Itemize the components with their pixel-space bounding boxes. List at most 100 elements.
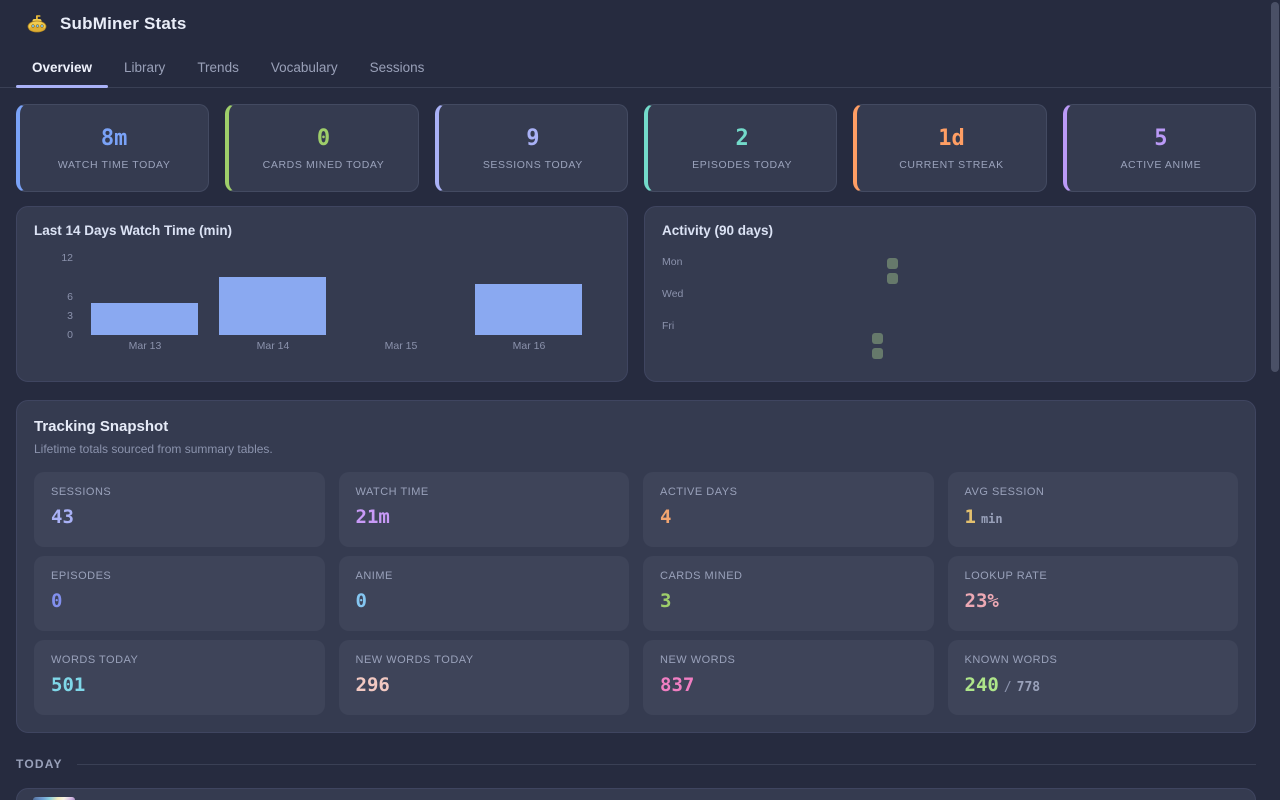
bar-chart-x-axis: Mar 13 Mar 14 Mar 15 Mar 16 — [81, 340, 593, 352]
tile-label: KNOWN WORDS — [964, 654, 1058, 666]
today-divider — [76, 763, 1256, 765]
y-axis-tick: 12 — [61, 252, 73, 264]
tracking-tile-new-words-today: NEW WORDS TODAY 296 — [338, 640, 629, 715]
stat-card-cards-mined-today: 0 CARDS MINED TODAY — [225, 104, 419, 192]
vertical-scrollbar-thumb[interactable] — [1271, 2, 1279, 372]
heatmap-day-label: Fri — [662, 320, 675, 332]
stat-card-label: SESSIONS TODAY — [482, 158, 583, 171]
y-axis-tick: 6 — [67, 290, 73, 303]
tile-value-number: 837 — [660, 674, 695, 696]
tile-value-total: 778 — [1016, 680, 1041, 695]
tracking-tile-avg-session: AVG SESSION 1 min — [947, 472, 1238, 547]
x-axis-label: Mar 14 — [256, 340, 290, 352]
today-session-card[interactable] — [16, 788, 1256, 800]
tab-bar: Overview Library Trends Vocabulary Sessions — [0, 50, 1280, 88]
tile-label: ACTIVE DAYS — [660, 486, 738, 498]
stat-card-label: ACTIVE ANIME — [1120, 158, 1202, 171]
tile-value-number: 501 — [51, 674, 86, 696]
tile-value: 240 / 778 — [965, 674, 1222, 696]
heatmap-active-cell — [887, 258, 898, 269]
tab-vocabulary[interactable]: Vocabulary — [270, 60, 338, 75]
tile-value: 837 — [660, 674, 917, 696]
tracking-tiles-grid: SESSIONS 43 WATCH TIME 21m ACTIVE DAYS 4 AVG S… — [34, 472, 1238, 715]
tile-label: NEW WORDS TODAY — [355, 654, 474, 666]
heatmap-day-label: Wed — [662, 288, 684, 300]
bar-chart: 0 3 6 12 — [61, 252, 593, 341]
charts-row: Last 14 Days Watch Time (min) 0 3 6 12 Mar … — [16, 206, 1256, 382]
heatmap-active-cell — [872, 333, 883, 344]
tile-label: EPISODES — [51, 570, 112, 582]
stat-card-current-streak: 1d CURRENT STREAK — [853, 104, 1047, 192]
tracking-tile-active-days: ACTIVE DAYS 4 — [643, 472, 934, 547]
tracking-snapshot-subtitle: Lifetime totals sourced from summary tab… — [34, 442, 273, 456]
stat-card-value: 0 — [316, 125, 331, 151]
tile-value-separator: / — [1003, 680, 1012, 695]
tile-label: AVG SESSION — [964, 486, 1045, 498]
tile-value: 0 — [51, 590, 308, 612]
tile-value-number: 0 — [51, 590, 63, 612]
tracking-tile-anime: ANIME 0 — [338, 556, 629, 631]
bar-chart-title: Last 14 Days Watch Time (min) — [34, 223, 233, 238]
tracking-tile-cards-mined: CARDS MINED 3 — [643, 556, 934, 631]
tile-value-number: 296 — [355, 674, 390, 696]
heatmap-active-cell — [887, 273, 898, 284]
x-axis-label: Mar 13 — [128, 340, 162, 352]
heatmap-title: Activity (90 days) — [662, 223, 774, 238]
tile-label: WATCH TIME — [355, 486, 429, 498]
stat-card-label: EPISODES TODAY — [692, 158, 793, 171]
stat-card-value: 1d — [938, 125, 965, 151]
tracking-snapshot-panel: Tracking Snapshot Lifetime totals source… — [16, 400, 1256, 733]
tile-value-number: 3 — [660, 590, 672, 612]
anime-thumbnail[interactable] — [33, 797, 75, 800]
main-content: 8m WATCH TIME TODAY 0 CARDS MINED TODAY 9 SES… — [0, 88, 1280, 800]
tracking-snapshot-title: Tracking Snapshot — [34, 418, 169, 435]
tile-value-number: 4 — [660, 506, 672, 528]
stat-card-row: 8m WATCH TIME TODAY 0 CARDS MINED TODAY 9 SES… — [16, 104, 1256, 192]
heatmap-active-cell — [872, 348, 883, 359]
tile-value: 3 — [660, 590, 917, 612]
today-label: TODAY — [16, 757, 63, 771]
watch-time-chart-panel: Last 14 Days Watch Time (min) 0 3 6 12 Mar … — [16, 206, 628, 382]
stat-card-value: 8m — [100, 125, 128, 151]
tile-value-number: 23% — [964, 590, 999, 612]
watch-time-bar — [219, 277, 326, 335]
tile-value-number: 240 — [964, 674, 999, 696]
tile-value-number: 0 — [355, 590, 367, 612]
tile-value: 501 — [51, 674, 308, 696]
tile-value: 1 min — [965, 506, 1222, 528]
x-axis-label: Mar 15 — [384, 340, 418, 352]
y-axis-tick: 3 — [67, 309, 73, 322]
activity-heatmap-panel: Activity (90 days) Mon Wed Fri — [644, 206, 1256, 382]
y-axis-tick: 0 — [67, 329, 73, 341]
app-header: SubMiner Stats — [0, 0, 1280, 34]
stat-card-value: 5 — [1154, 125, 1168, 151]
x-axis-label: Mar 16 — [512, 340, 546, 352]
tab-overview[interactable]: Overview — [16, 50, 109, 88]
tile-label: LOOKUP RATE — [964, 570, 1048, 582]
today-section-header: TODAY — [16, 757, 1256, 771]
tab-trends[interactable]: Trends — [197, 60, 239, 75]
tracking-tile-lookup-rate: LOOKUP RATE 23% — [947, 556, 1238, 631]
tab-library[interactable]: Library — [124, 60, 166, 75]
watch-time-bar — [475, 283, 582, 335]
watch-time-bar — [91, 302, 198, 335]
tracking-tile-words-today: WORDS TODAY 501 — [34, 640, 325, 715]
tracking-tile-known-words: KNOWN WORDS 240 / 778 — [947, 640, 1238, 715]
tile-value: 296 — [356, 674, 613, 696]
heatmap-day-label: Mon — [662, 256, 683, 268]
tracking-tile-watch-time: WATCH TIME 21m — [338, 472, 629, 547]
stat-card-value: 2 — [735, 125, 749, 151]
stat-card-label: CURRENT STREAK — [899, 158, 1004, 171]
stat-card-sessions-today: 9 SESSIONS TODAY — [434, 104, 628, 192]
tracking-tile-episodes: EPISODES 0 — [34, 556, 325, 631]
tile-value-unit: min — [980, 512, 1003, 526]
tile-label: CARDS MINED — [660, 570, 743, 582]
tile-value: 4 — [660, 506, 917, 528]
stat-card-value: 9 — [526, 125, 540, 151]
stat-card-label: WATCH TIME TODAY — [57, 158, 171, 171]
tile-value-number: 1 — [964, 506, 976, 528]
stat-card-label: CARDS MINED TODAY — [262, 158, 385, 171]
tile-value-number: 43 — [51, 506, 74, 528]
tracking-tile-new-words: NEW WORDS 837 — [643, 640, 934, 715]
tab-sessions[interactable]: Sessions — [369, 60, 425, 75]
